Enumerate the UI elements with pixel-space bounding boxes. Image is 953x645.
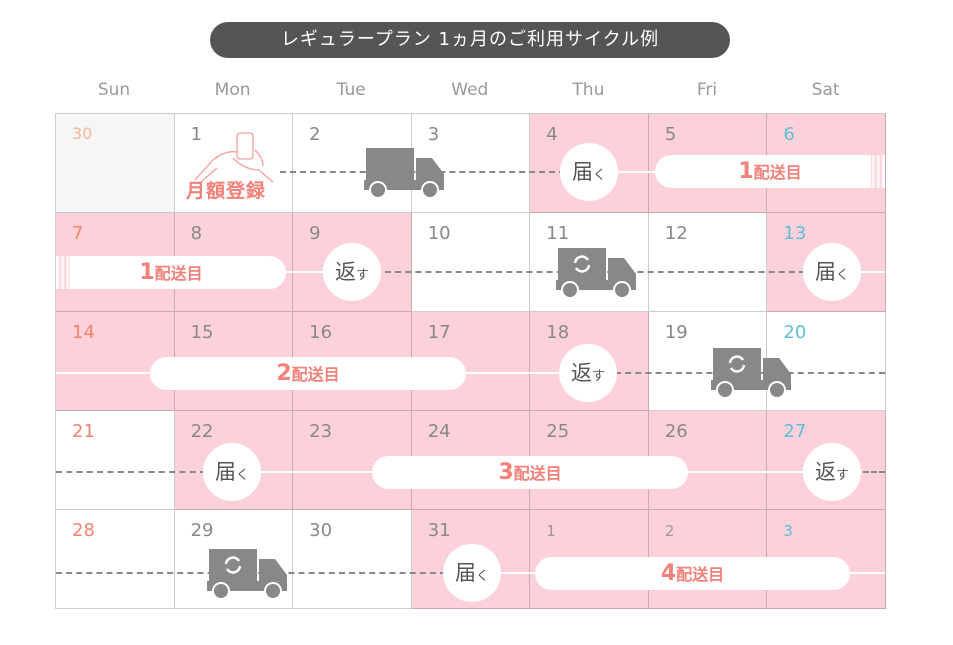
shipment-3-bar: 3配送目: [372, 456, 688, 489]
day-cell: 1: [174, 114, 294, 213]
day-cell: 10: [411, 213, 531, 312]
day-cell: 30: [56, 114, 175, 213]
hand-smartphone-icon: [194, 132, 274, 183]
deliver-kana: く: [592, 168, 606, 183]
day-number: 5: [664, 124, 677, 145]
day-number: 6: [783, 124, 795, 145]
day-number: 13: [783, 223, 807, 244]
delivery-marker: 届く: [443, 544, 501, 602]
day-number: 27: [783, 421, 807, 442]
day-number: 23: [309, 421, 333, 442]
monthly-registration-label: 月額登録: [186, 180, 267, 202]
day-number: 7: [72, 223, 84, 244]
day-number: 12: [664, 223, 688, 244]
day-number: 18: [546, 322, 570, 343]
connector-line: [284, 271, 329, 273]
day-number: 28: [72, 520, 95, 541]
truck-exchange-icon: [207, 549, 287, 600]
day-cell: 28: [56, 510, 175, 609]
day-number: 3: [783, 522, 793, 540]
truck-exchange-icon: [556, 248, 636, 299]
day-number: 14: [72, 322, 95, 343]
weekday-sun: Sun: [97, 80, 131, 100]
day-number: 31: [427, 520, 451, 541]
truck-exchange-icon: [711, 348, 791, 399]
day-number: 30: [72, 124, 93, 143]
day-number: 1: [546, 522, 556, 540]
day-cell: 20: [767, 312, 886, 411]
day-number: 21: [72, 421, 95, 442]
weekday-sat: Sat: [811, 80, 840, 100]
waiting-dashed-line: [56, 471, 206, 473]
delivery-marker: 届く: [203, 443, 261, 501]
shipment-4-bar: 4配送目: [535, 557, 850, 590]
delivery-marker: 届く: [560, 143, 618, 201]
delivery-marker: 届く: [803, 243, 861, 301]
deliver-text: 届: [571, 160, 593, 184]
weekday-thu: Thu: [572, 80, 605, 100]
return-marker: 返す: [323, 243, 381, 301]
weekday-tue: Tue: [336, 80, 366, 100]
weekday-fri: Fri: [696, 80, 718, 100]
return-marker: 返す: [803, 443, 861, 501]
weekday-wed: Wed: [451, 80, 489, 100]
connector-line: [860, 271, 885, 273]
connector-line: [615, 171, 660, 173]
day-number: 10: [427, 223, 451, 244]
day-number: 11: [546, 223, 570, 244]
day-number: 30: [309, 520, 333, 541]
day-number: 29: [190, 520, 214, 541]
day-number: 24: [427, 421, 451, 442]
day-number: 3: [427, 124, 440, 145]
day-number: 15: [190, 322, 214, 343]
day-cell: 12: [648, 213, 768, 312]
day-number: 17: [427, 322, 451, 343]
day-number: 4: [546, 124, 558, 145]
day-number: 1: [190, 124, 203, 145]
day-number: 20: [783, 322, 807, 343]
shipment-2-bar: 2配送目: [150, 357, 466, 390]
day-number: 2: [664, 522, 675, 540]
day-number: 8: [190, 223, 203, 244]
waiting-dashed-line: [855, 471, 885, 473]
day-number: 16: [309, 322, 333, 343]
day-number: 26: [664, 421, 688, 442]
day-number: 25: [546, 421, 570, 442]
day-cell: 21: [56, 411, 175, 510]
return-marker: 返す: [559, 344, 617, 402]
truck-icon: [364, 148, 444, 199]
day-number: 9: [309, 223, 321, 244]
day-cell: 30: [293, 510, 412, 609]
weekday-mon: Mon: [214, 80, 251, 100]
calendar-title: レギュラープラン 1ヵ月のご利用サイクル例: [210, 22, 730, 58]
day-number: 22: [190, 421, 214, 442]
day-number: 19: [664, 322, 688, 343]
day-number: 2: [309, 124, 321, 145]
shipment-1-bar: 1配送目: [655, 155, 885, 188]
shipment-1-bar-continued: 1配送目: [56, 256, 286, 289]
